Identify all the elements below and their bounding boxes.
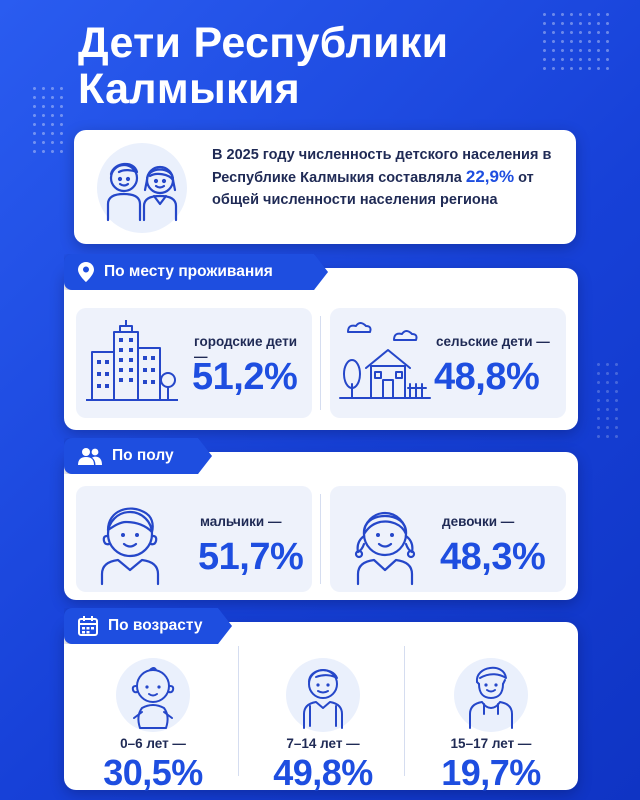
urban-label: городские дети — [194,334,298,364]
age-value: 49,8% [273,752,373,793]
city-buildings-icon [86,320,178,401]
baby-icon [131,667,175,729]
age-label: 15–17 лет — [450,736,532,751]
title-line-1: Дети Республики [78,19,449,67]
calendar-icon [78,616,98,636]
gender-heading: По полу [112,447,174,464]
age-group: 15–17 лет — 19,7% [408,636,574,793]
decor-dots [594,360,624,440]
decor-dots [30,84,66,154]
icon-backdrop [454,658,528,732]
divider [320,316,321,410]
age-value: 30,5% [103,752,203,793]
age-panel: По возрасту 0–6 лет — 30,5% [64,622,578,793]
page-title: Дети Республики Калмыкия [78,20,538,112]
gender-panel: По полу мальчики — 51,7% [64,452,578,600]
schoolkid-icon [303,669,343,729]
residence-heading: По месту проживания [104,263,273,280]
age-tag: По возрасту [64,608,232,644]
age-value: 19,7% [441,752,541,793]
divider [238,646,239,776]
age-group: 0–6 лет — 30,5% [70,636,236,793]
teen-icon [469,667,513,729]
girls-label: девочки — [442,514,515,529]
girl-icon [354,511,416,586]
title-line-2: Калмыкия [78,65,300,113]
girls-cell: девочки — 48,3% [330,486,566,592]
gender-tag: По полу [64,438,212,474]
age-label: 7–14 лет — [286,736,360,751]
boys-value: 51,7% [198,536,304,578]
residence-panel: По месту проживания [64,268,578,430]
intro-text-part: от общей численности населения региона [212,170,534,208]
residence-tag: По месту проживания [64,254,328,290]
village-house-icon [339,322,431,399]
boys-cell: мальчики — 51,7% [76,486,312,592]
girls-value: 48,3% [440,536,546,578]
divider [404,646,405,776]
decor-dots [540,10,610,72]
rural-value: 48,8% [434,356,540,398]
divider [320,494,321,584]
intro-highlight: 22,9% [465,167,515,186]
rural-cell: сельские дети — 48,8% [330,308,566,418]
rural-label: сельские дети — [436,334,550,349]
intro-text-part: В 2025 году численность детского населен… [212,147,552,186]
intro-text: В 2025 году численность детского населен… [212,144,562,211]
urban-value: 51,2% [192,356,298,398]
age-group: 7–14 лет — 49,8% [240,636,406,793]
age-heading: По возрасту [108,617,203,634]
intro-card: В 2025 году численность детского населен… [74,130,576,244]
people-icon [78,447,102,465]
age-label: 0–6 лет — [120,736,186,751]
location-pin-icon [78,262,94,282]
boy-icon [100,507,160,586]
kids-icon [97,143,187,233]
boys-label: мальчики — [200,514,282,529]
urban-cell: городские дети — 51,2% [76,308,312,418]
